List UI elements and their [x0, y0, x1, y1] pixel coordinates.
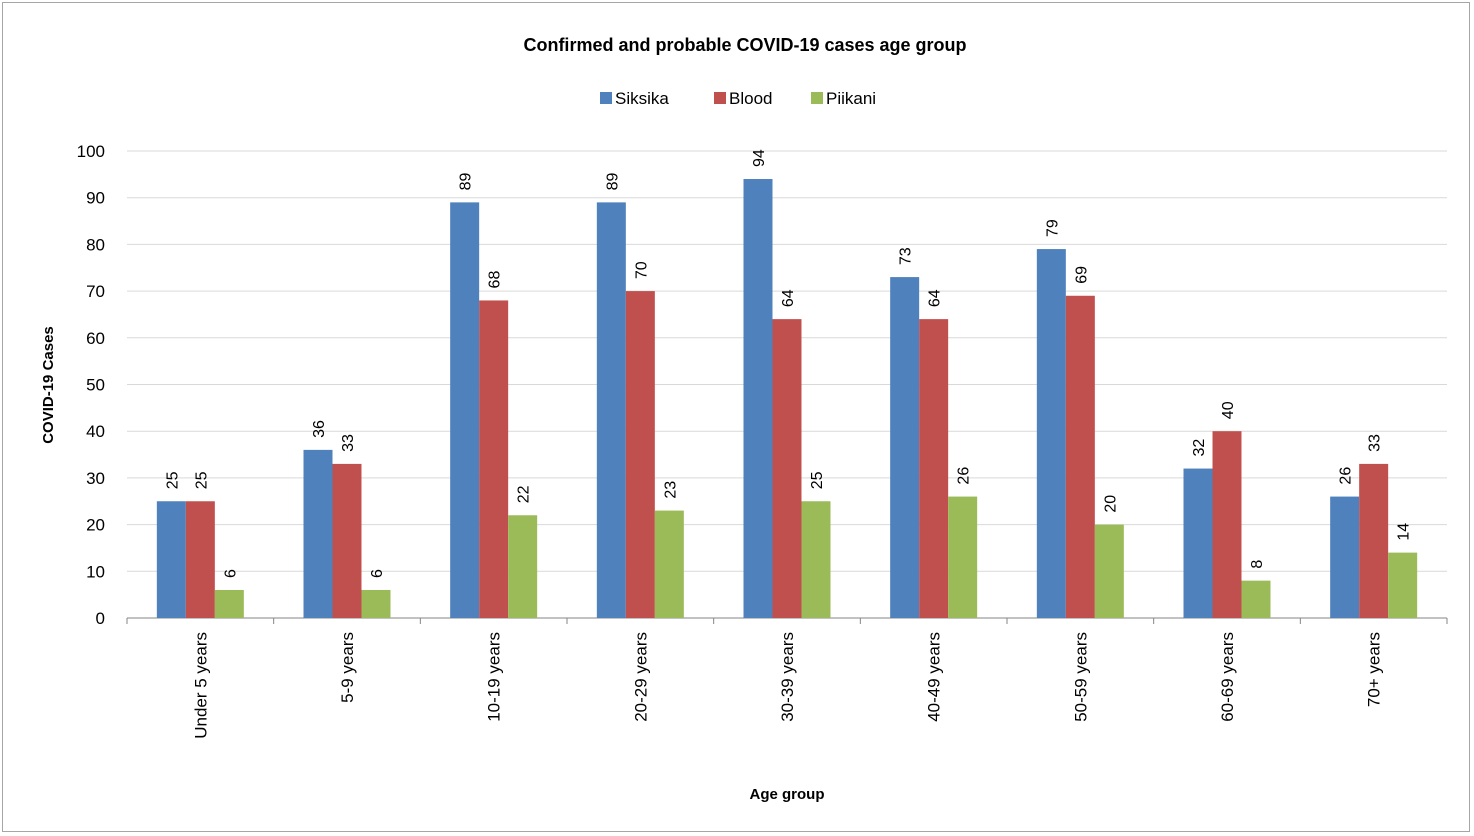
bar-piikani: [1094, 524, 1124, 618]
legend-label-blood: Blood: [729, 89, 772, 108]
y-tick-label: 80: [86, 235, 105, 254]
bar-blood: [1065, 295, 1095, 618]
y-tick-label: 10: [86, 562, 105, 581]
bar-piikani: [801, 501, 831, 618]
data-label: 23: [662, 481, 679, 499]
bar-blood: [772, 319, 802, 618]
x-tick-label: 50-59 years: [1071, 632, 1090, 722]
data-label: 33: [340, 434, 357, 452]
data-label: 73: [898, 247, 915, 265]
data-label: 25: [809, 471, 826, 489]
bar-siksika: [450, 202, 480, 618]
legend-swatch-piikani: [811, 92, 823, 104]
y-tick-label: 30: [86, 469, 105, 488]
data-label: 8: [1249, 560, 1266, 569]
bar-piikani: [1241, 580, 1271, 618]
data-label: 89: [458, 172, 475, 190]
bar-siksika: [1183, 468, 1213, 618]
data-label: 32: [1191, 439, 1208, 457]
x-tick-label: 70+ years: [1365, 632, 1384, 707]
bar-blood: [625, 291, 655, 618]
bar-piikani: [214, 589, 244, 618]
bar-blood: [332, 463, 362, 618]
legend-label-siksika: Siksika: [615, 89, 669, 108]
data-label: 36: [311, 420, 328, 438]
x-tick-label: 10-19 years: [485, 632, 504, 722]
y-axis-ticks: 0 10 20 30 40 50 60 70 80 90 100: [77, 142, 105, 628]
data-label: 6: [222, 569, 239, 578]
bar-blood: [1212, 431, 1242, 618]
bar-siksika: [303, 449, 333, 618]
data-label: 70: [633, 261, 650, 279]
bar-piikani: [508, 515, 538, 618]
bar-piikani: [654, 510, 684, 618]
data-label: 22: [516, 485, 533, 503]
bar-siksika: [743, 179, 773, 618]
data-label: 33: [1367, 434, 1384, 452]
y-axis-title: COVID-19 Cases: [40, 326, 57, 444]
data-label: 64: [927, 289, 944, 307]
y-tick-label: 100: [77, 142, 105, 161]
data-label: 26: [1338, 467, 1355, 485]
data-label: 6: [369, 569, 386, 578]
x-tick-label: 5-9 years: [338, 632, 357, 703]
x-tick-label: Under 5 years: [191, 632, 210, 739]
bar-blood: [185, 501, 215, 618]
bar-siksika: [1330, 496, 1360, 618]
data-label: 20: [1102, 495, 1119, 513]
y-tick-label: 40: [86, 422, 105, 441]
data-label: 94: [751, 149, 768, 167]
data-label: 40: [1220, 401, 1237, 419]
y-tick-label: 70: [86, 282, 105, 301]
legend-swatch-blood: [714, 92, 726, 104]
y-tick-label: 0: [96, 609, 105, 628]
x-tick-label: 60-69 years: [1218, 632, 1237, 722]
bar-siksika: [1036, 249, 1066, 618]
bar-blood: [479, 300, 509, 618]
legend-swatch-siksika: [600, 92, 612, 104]
x-tick-label: 30-39 years: [778, 632, 797, 722]
data-label: 25: [164, 471, 181, 489]
x-tick-label: 20-29 years: [631, 632, 650, 722]
data-label: 69: [1073, 266, 1090, 284]
bar-piikani: [948, 496, 978, 618]
data-label: 89: [604, 172, 621, 190]
data-label: 14: [1396, 523, 1413, 541]
x-tick-label: 40-49 years: [925, 632, 944, 722]
data-label: 68: [487, 271, 504, 289]
bar-siksika: [156, 501, 186, 618]
bar-piikani: [361, 589, 391, 618]
bar-piikani: [1388, 552, 1418, 618]
bar-siksika: [596, 202, 626, 618]
x-axis-title: Age group: [750, 786, 825, 803]
legend: Siksika Blood Piikani: [600, 89, 876, 108]
bar-blood: [919, 319, 949, 618]
data-label: 64: [780, 289, 797, 307]
data-label: 26: [956, 467, 973, 485]
y-tick-label: 20: [86, 516, 105, 535]
data-labels: 25 25 6 36 33 6 89 68 22 89 70 23 94 64 25 73 64 26 79 69 20…: [164, 149, 1412, 578]
bar-blood: [1359, 463, 1389, 618]
bar-siksika: [890, 277, 920, 618]
data-label: 25: [193, 471, 210, 489]
legend-label-piikani: Piikani: [826, 89, 876, 108]
x-axis-ticks: Under 5 years 5-9 years 10-19 years 20-29 y…: [126, 618, 1448, 739]
y-tick-label: 90: [86, 189, 105, 208]
y-tick-label: 60: [86, 329, 105, 348]
bars: [156, 179, 1418, 618]
chart-title: Confirmed and probable COVID-19 cases ag…: [523, 35, 966, 55]
data-label: 79: [1044, 219, 1061, 237]
y-tick-label: 50: [86, 376, 105, 395]
